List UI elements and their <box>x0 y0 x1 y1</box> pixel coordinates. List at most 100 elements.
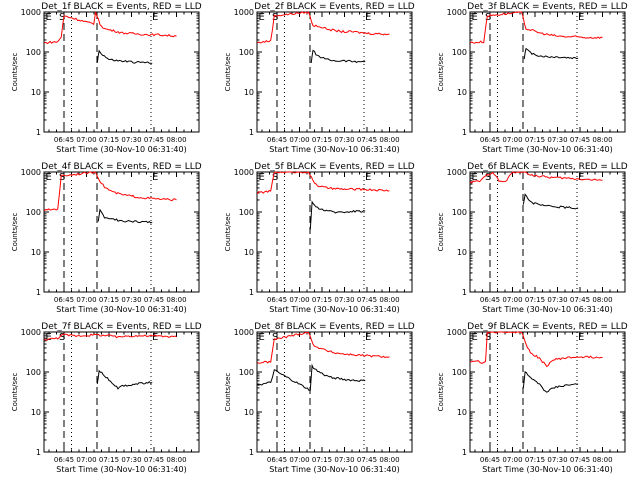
panel-title: Det_9f BLACK = Events, RED = LLD <box>467 322 627 332</box>
marker-label: E <box>578 332 584 343</box>
y-tick-label: 1000 <box>21 328 41 337</box>
events-series-line <box>96 49 153 64</box>
panel-title: Det_4f BLACK = Events, RED = LLD <box>41 162 201 172</box>
chart-panel-6: Det_6f BLACK = Events, RED = LLD 1 10 100 10… <box>437 162 628 314</box>
x-tick-label: 07:45 <box>144 456 164 464</box>
y-tick-label: 10 <box>457 248 467 257</box>
y-tick-label: 100 <box>239 208 254 217</box>
plot-frame <box>43 331 200 453</box>
chart-panel-9: Det_9f BLACK = Events, RED = LLD 1 10 100 10… <box>437 322 628 474</box>
marker-label: E <box>578 172 584 183</box>
x-tick-label: 06:45 <box>267 456 287 464</box>
x-tick-label: 06:45 <box>54 136 74 144</box>
y-tick-label: 10 <box>457 88 467 97</box>
events-series-line <box>309 200 366 230</box>
marker-label: S <box>272 172 278 183</box>
x-tick-label: 07:15 <box>312 456 332 464</box>
y-tick-label: 1 <box>462 128 467 137</box>
lld-series-line <box>256 171 390 195</box>
plot-frame <box>469 171 626 293</box>
y-tick-label: 100 <box>452 48 467 57</box>
y-tick-label: 10 <box>457 408 467 417</box>
marker-label: E <box>258 12 264 23</box>
plot-frame <box>256 11 413 133</box>
x-tick-label: 08:00 <box>166 296 186 304</box>
marker-label: S <box>485 172 491 183</box>
chart-panel-5: Det_5f BLACK = Events, RED = LLD 1 10 100 10… <box>224 162 415 314</box>
x-tick-label: 06:45 <box>267 296 287 304</box>
marker-label: E <box>152 172 158 183</box>
marker-label: E <box>45 332 51 343</box>
plot-frame <box>43 11 200 133</box>
x-tick-label: 07:00 <box>76 296 96 304</box>
x-tick-label: 07:30 <box>121 456 141 464</box>
x-tick-label: 08:00 <box>379 296 399 304</box>
y-axis-label: Counts/sec <box>437 213 445 252</box>
marker-label: E <box>45 12 51 23</box>
x-tick-label: 07:15 <box>312 136 332 144</box>
x-tick-label: 07:30 <box>547 296 567 304</box>
y-tick-label: 1 <box>462 448 467 457</box>
x-tick-label: 07:45 <box>144 296 164 304</box>
y-tick-label: 1000 <box>447 328 467 337</box>
events-series-line <box>523 47 579 60</box>
x-axis-label: Start Time (30-Nov-10 06:31:40) <box>269 305 399 314</box>
x-tick-label: 07:30 <box>121 136 141 144</box>
plot-frame <box>469 11 626 133</box>
y-tick-label: 1 <box>36 448 41 457</box>
y-tick-label: 100 <box>452 368 467 377</box>
x-axis-label: Start Time (30-Nov-10 06:31:40) <box>56 305 186 314</box>
x-tick-label: 08:00 <box>592 296 612 304</box>
lld-series-line <box>256 11 390 44</box>
plot-frame <box>256 331 413 453</box>
y-tick-label: 1 <box>36 128 41 137</box>
y-tick-label: 100 <box>26 208 41 217</box>
events-series-line <box>522 370 579 393</box>
x-tick-label: 06:45 <box>267 136 287 144</box>
y-tick-label: 1 <box>462 288 467 297</box>
x-tick-label: 07:15 <box>99 296 119 304</box>
y-tick-label: 1000 <box>21 168 41 177</box>
x-axis-label: Start Time (30-Nov-10 06:31:40) <box>56 465 186 474</box>
marker-label: E <box>471 172 477 183</box>
marker-label: S <box>272 332 278 343</box>
marker-label: E <box>365 12 371 23</box>
x-tick-label: 07:00 <box>289 296 309 304</box>
lld-series-line <box>256 331 390 364</box>
chart-panel-8: Det_8f BLACK = Events, RED = LLD 1 10 100 10… <box>224 322 415 474</box>
events-series-line <box>257 363 366 391</box>
y-tick-label: 1000 <box>447 168 467 177</box>
marker-label: E <box>258 332 264 343</box>
marker-label: E <box>365 172 371 183</box>
lld-series-line <box>43 171 177 212</box>
y-tick-label: 10 <box>244 248 254 257</box>
x-axis-label: Start Time (30-Nov-10 06:31:40) <box>56 145 186 154</box>
y-tick-label: 10 <box>31 88 41 97</box>
x-tick-label: 08:00 <box>166 456 186 464</box>
y-tick-label: 10 <box>244 88 254 97</box>
marker-label: S <box>272 12 278 23</box>
x-tick-label: 07:45 <box>144 136 164 144</box>
marker-label: S <box>59 172 65 183</box>
y-tick-label: 1000 <box>234 8 254 17</box>
chart-panel-7: Det_7f BLACK = Events, RED = LLD 1 10 100 10… <box>11 322 202 474</box>
x-tick-label: 08:00 <box>592 456 612 464</box>
x-axis-label: Start Time (30-Nov-10 06:31:40) <box>269 145 399 154</box>
y-tick-label: 1000 <box>234 328 254 337</box>
y-axis-label: Counts/sec <box>437 373 445 412</box>
x-tick-label: 07:15 <box>525 136 545 144</box>
plot-frame <box>469 331 626 453</box>
y-axis-label: Counts/sec <box>11 213 19 252</box>
x-tick-label: 07:00 <box>289 456 309 464</box>
y-axis-label: Counts/sec <box>224 213 232 252</box>
lld-series-line <box>44 11 177 45</box>
lld-series-line <box>469 171 603 184</box>
x-axis-label: Start Time (30-Nov-10 06:31:40) <box>482 305 612 314</box>
y-tick-label: 1 <box>249 288 254 297</box>
marker-label: E <box>152 12 158 23</box>
y-tick-label: 1 <box>249 128 254 137</box>
x-tick-label: 07:45 <box>357 456 377 464</box>
y-tick-label: 100 <box>239 48 254 57</box>
events-series-line <box>97 208 153 224</box>
x-tick-label: 07:45 <box>357 296 377 304</box>
